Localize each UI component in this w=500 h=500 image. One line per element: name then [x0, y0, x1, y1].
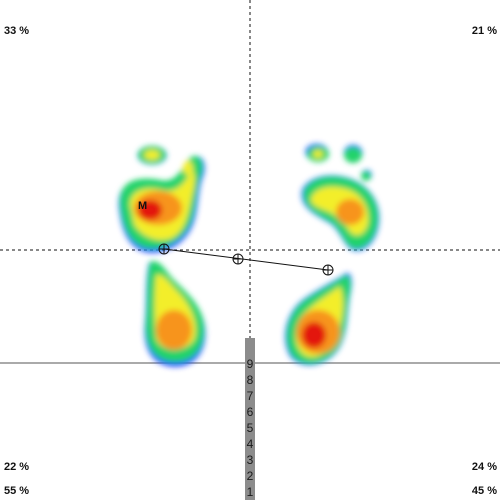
- scale-ticks: 9 8 7 6 5 4 3 2 1: [245, 356, 255, 500]
- scale-tick: 7: [246, 389, 254, 403]
- top-right-quadrant-percent: 21 %: [471, 25, 497, 37]
- scale-tick: 1: [246, 485, 254, 499]
- scale-tick: 6: [246, 405, 254, 419]
- scale-tick: 5: [246, 421, 254, 435]
- pressure-scale-bar: 9 8 7 6 5 4 3 2 1: [245, 338, 255, 500]
- balance-line: [163, 248, 329, 271]
- left-foot-percent: 55 %: [4, 485, 30, 497]
- scale-tick: 2: [246, 469, 254, 483]
- center-cop-marker-icon: [232, 253, 244, 265]
- bottom-left-quadrant-percent: 22 %: [4, 461, 30, 473]
- top-left-quadrant-percent: 33 %: [4, 25, 30, 37]
- scale-tick: 9: [246, 357, 254, 371]
- right-foot-percent: 45 %: [471, 485, 497, 497]
- scale-tick: 3: [246, 453, 254, 467]
- right-foot-pressure: [285, 143, 380, 366]
- right-cop-marker-icon: [322, 264, 334, 276]
- scale-tick: 8: [246, 373, 254, 387]
- max-pressure-marker: M: [138, 200, 148, 212]
- scale-tick: 4: [246, 437, 254, 451]
- left-foot-pressure: [118, 145, 206, 367]
- left-cop-marker-icon: [158, 243, 170, 255]
- bottom-right-quadrant-percent: 24 %: [471, 461, 497, 473]
